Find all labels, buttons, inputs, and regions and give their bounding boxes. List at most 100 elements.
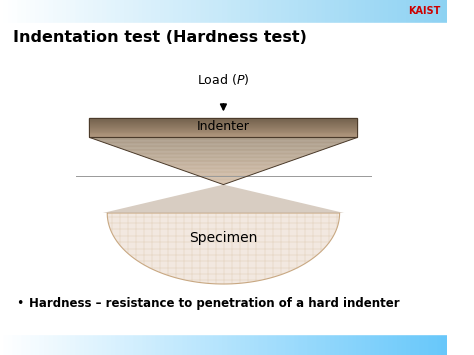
Bar: [90, 130, 357, 131]
Bar: [268, 0, 273, 23]
Bar: [398, 0, 402, 23]
Text: Indenter: Indenter: [197, 120, 250, 133]
Text: Hardness – resistance to penetration of a hard indenter: Hardness – resistance to penetration of …: [29, 297, 400, 310]
Bar: [317, 0, 322, 23]
Polygon shape: [201, 177, 246, 178]
Bar: [366, 334, 371, 355]
Bar: [85, 334, 90, 355]
Bar: [335, 0, 339, 23]
Bar: [90, 119, 357, 120]
Polygon shape: [206, 178, 241, 179]
Bar: [362, 334, 366, 355]
Polygon shape: [219, 183, 228, 184]
Bar: [170, 0, 174, 23]
Bar: [138, 334, 143, 355]
Text: •: •: [16, 297, 23, 310]
Bar: [237, 334, 241, 355]
Polygon shape: [176, 168, 270, 169]
Bar: [384, 334, 389, 355]
Bar: [174, 0, 179, 23]
Bar: [18, 334, 22, 355]
Polygon shape: [134, 153, 313, 154]
Bar: [344, 0, 348, 23]
Bar: [357, 334, 362, 355]
Bar: [273, 334, 277, 355]
Polygon shape: [123, 149, 324, 150]
Polygon shape: [217, 182, 230, 183]
Polygon shape: [103, 142, 344, 143]
Bar: [45, 0, 49, 23]
Bar: [165, 0, 170, 23]
Bar: [250, 0, 255, 23]
Bar: [246, 0, 250, 23]
Bar: [170, 334, 174, 355]
Polygon shape: [208, 179, 239, 180]
Bar: [156, 334, 161, 355]
Polygon shape: [197, 175, 250, 176]
Bar: [27, 0, 31, 23]
Bar: [165, 334, 170, 355]
Polygon shape: [165, 164, 282, 165]
Bar: [300, 334, 304, 355]
Bar: [54, 0, 58, 23]
Bar: [295, 0, 300, 23]
Polygon shape: [199, 176, 248, 177]
Bar: [107, 334, 112, 355]
Bar: [67, 0, 72, 23]
Bar: [210, 334, 215, 355]
Bar: [420, 334, 425, 355]
Bar: [152, 0, 156, 23]
Bar: [322, 0, 326, 23]
Bar: [94, 334, 98, 355]
Bar: [344, 334, 348, 355]
Bar: [72, 0, 76, 23]
Bar: [179, 334, 183, 355]
Bar: [13, 334, 18, 355]
Bar: [49, 0, 54, 23]
Bar: [81, 334, 85, 355]
Bar: [134, 334, 138, 355]
Bar: [295, 334, 300, 355]
Bar: [90, 136, 357, 137]
Bar: [90, 121, 357, 122]
Bar: [210, 0, 215, 23]
Bar: [371, 334, 375, 355]
Bar: [103, 334, 107, 355]
Bar: [384, 0, 389, 23]
Bar: [90, 118, 357, 137]
Bar: [81, 0, 85, 23]
Bar: [40, 334, 45, 355]
Bar: [192, 0, 197, 23]
Bar: [201, 334, 206, 355]
Bar: [125, 334, 129, 355]
Bar: [174, 334, 179, 355]
Polygon shape: [156, 161, 291, 162]
Bar: [375, 334, 380, 355]
Bar: [138, 0, 143, 23]
Bar: [0, 23, 447, 334]
Bar: [286, 0, 291, 23]
Polygon shape: [141, 155, 306, 156]
Bar: [90, 122, 357, 123]
Bar: [40, 0, 45, 23]
Bar: [335, 334, 339, 355]
Bar: [232, 334, 237, 355]
Bar: [357, 0, 362, 23]
Bar: [317, 334, 322, 355]
Bar: [9, 334, 13, 355]
Bar: [116, 0, 121, 23]
Polygon shape: [152, 159, 295, 160]
Bar: [375, 0, 380, 23]
Polygon shape: [183, 170, 264, 171]
Bar: [331, 0, 335, 23]
Polygon shape: [210, 180, 237, 181]
Polygon shape: [105, 143, 342, 144]
Bar: [0, 334, 4, 355]
Bar: [219, 334, 223, 355]
Polygon shape: [107, 213, 339, 284]
Bar: [393, 0, 398, 23]
Bar: [76, 0, 81, 23]
Bar: [402, 334, 407, 355]
Polygon shape: [147, 158, 300, 159]
Bar: [90, 0, 94, 23]
